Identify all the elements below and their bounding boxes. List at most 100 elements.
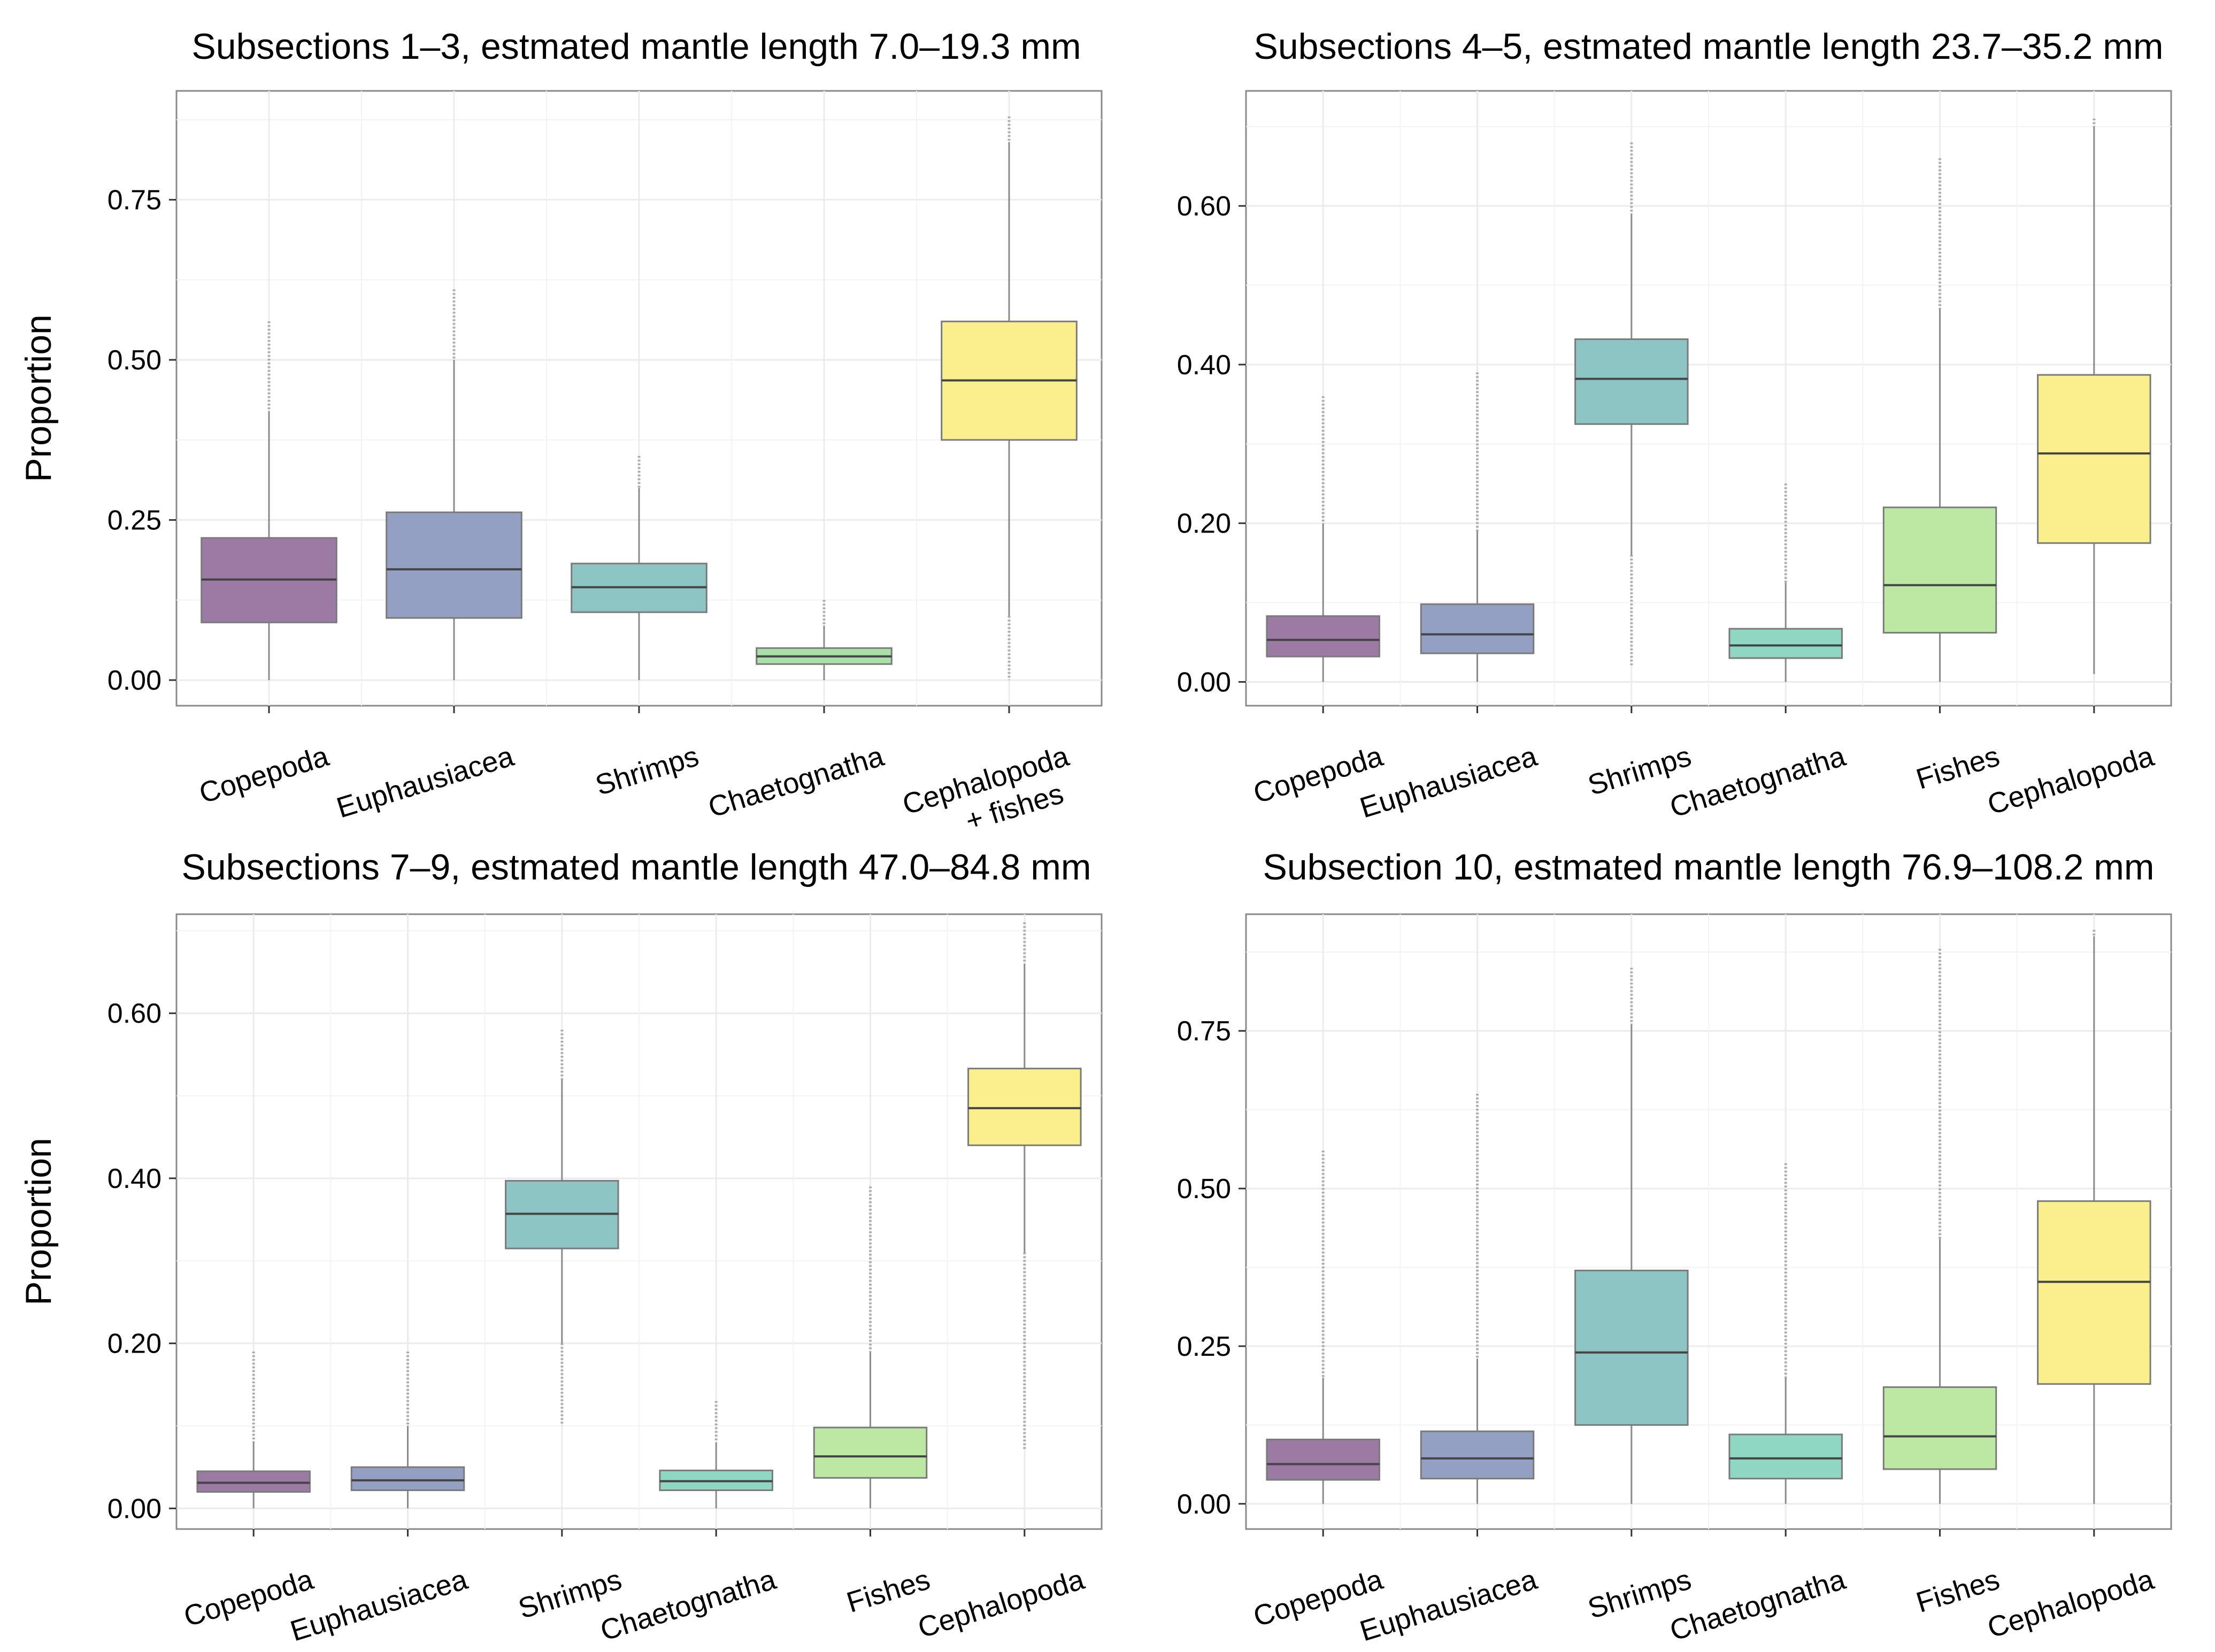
panel-title: Subsections 4–5, estmated mantle length … [1253,26,2163,67]
box-iqr [2037,374,2151,544]
box-chaetognatha [756,600,893,681]
box-fishes [1882,158,1997,682]
y-tick-label: 0.20 [107,1329,161,1360]
y-tick-label: 0.25 [1177,1331,1231,1362]
x-tick-label: Cephalopoda [914,1563,1089,1645]
box-iqr [386,511,522,619]
x-tick-label: Cephalopoda+ fishes [899,740,1083,854]
x-tick-label-line: Euphausiacea [1356,1563,1541,1648]
box-chaetognatha [1728,483,1843,682]
y-axis-label: Proportion [18,314,59,482]
x-tick-label: Cephalopoda [1984,1563,2158,1645]
box-iqr [967,1068,1082,1146]
x-tick-label-line: Chaetognatha [597,1563,780,1647]
x-tick-label: Chaetognatha [1666,740,1850,824]
panel-1: 0.00 0.25 0.50 0.75 Copepoda Euphausiacea Shri… [18,26,1103,854]
x-tick-label: Euphausiacea [333,740,518,824]
box-euphausiacea [1420,1094,1535,1504]
x-tick-label-line: Copepoda [196,740,333,810]
box-iqr [1728,1433,1843,1480]
y-tick-label: 0.25 [107,505,161,536]
box-iqr [1882,506,1997,634]
x-tick-label-line: Chaetognatha [1666,740,1850,824]
box-shrimps [571,456,707,681]
x-tick-label-line: Shrimps [592,740,703,801]
box-euphausiacea [386,289,522,681]
x-tick-label: Fishes [1912,1563,2003,1619]
x-tick-label-line: Cephalopoda [1984,740,2158,821]
x-tick-label-line: Chaetognatha [1666,1563,1850,1647]
box-iqr [813,1426,928,1479]
box-fishes [813,1186,928,1509]
box-iqr [1574,1269,1689,1426]
y-tick-label: 0.40 [107,1163,161,1194]
x-tick-label-line: Fishes [843,1563,934,1619]
x-tick-label: Copepoda [196,740,333,810]
panel-title: Subsections 7–9, estmated mantle length … [181,847,1091,887]
box-shrimps [1574,142,1689,666]
box-iqr [1420,1430,1535,1480]
y-tick-label: 0.75 [1177,1016,1231,1047]
panel-title: Subsection 10, estmated mantle length 76… [1263,847,2154,887]
x-tick-label: Fishes [843,1563,934,1619]
box-cephalopoda [2037,930,2151,1504]
panel-title: Subsections 1–3, estmated mantle length … [191,26,1081,67]
box-iqr [1574,338,1689,425]
y-tick-label: 0.60 [1177,191,1231,222]
x-tick-label: Euphausiacea [1356,740,1541,824]
x-tick-label: Fishes [1912,740,2003,796]
x-tick-label: Chaetognatha [704,740,888,824]
y-tick-label: 0.20 [1177,508,1231,539]
box-iqr [1420,603,1535,654]
x-tick-label: Chaetognatha [1666,1563,1850,1647]
x-tick-label: Cephalopoda [1984,740,2158,821]
x-tick-label-line: Euphausiacea [333,740,518,824]
x-tick-label: Shrimps [592,740,703,801]
y-tick-label: 0.00 [1177,667,1231,698]
x-tick-label-line: Fishes [1912,740,2003,796]
box-chaetognatha [1728,1163,1843,1504]
x-tick-label-line: Euphausiacea [1356,740,1541,824]
box-iqr [1266,615,1380,658]
y-tick-label: 0.00 [107,665,161,696]
box-iqr [196,1470,311,1493]
x-tick-label: Euphausiacea [287,1563,472,1648]
box-iqr [2037,1200,2151,1385]
y-tick-label: 0.50 [1177,1174,1231,1205]
box-chaetognatha [659,1401,773,1509]
x-tick-label-line: Cephalopoda [914,1563,1089,1645]
box-cephalopoda [2037,118,2151,674]
box-iqr [1266,1439,1380,1481]
x-tick-label: Euphausiacea [1356,1563,1541,1648]
box-fishes [1882,948,1997,1504]
y-tick-label: 0.75 [107,185,161,216]
box-cephalopoda-fishes [941,116,1078,681]
box-cephalopoda [967,922,1082,1451]
y-axis-label: Proportion [18,1138,59,1306]
x-tick-label-line: Chaetognatha [704,740,888,824]
box-euphausiacea [1420,372,1535,682]
box-euphausiacea [350,1352,465,1509]
box-copepoda [201,321,337,681]
y-tick-label: 0.00 [1177,1489,1231,1520]
y-tick-label: 0.40 [1177,350,1231,381]
x-tick-label: Chaetognatha [597,1563,780,1647]
box-shrimps [505,1030,619,1426]
box-iqr [1728,628,1843,659]
y-tick-label: 0.50 [107,345,161,376]
y-tick-label: 0.00 [107,1493,161,1524]
box-iqr [1882,1386,1997,1470]
box-shrimps [1574,968,1689,1504]
box-copepoda [1266,396,1380,682]
x-tick-label-line: Cephalopoda [1984,1563,2158,1645]
x-tick-label-line: Euphausiacea [287,1563,472,1648]
y-tick-label: 0.60 [107,998,161,1029]
box-iqr [350,1466,465,1491]
x-tick-label-line: Fishes [1912,1563,2003,1619]
box-copepoda [196,1352,311,1509]
box-copepoda [1266,1151,1380,1504]
